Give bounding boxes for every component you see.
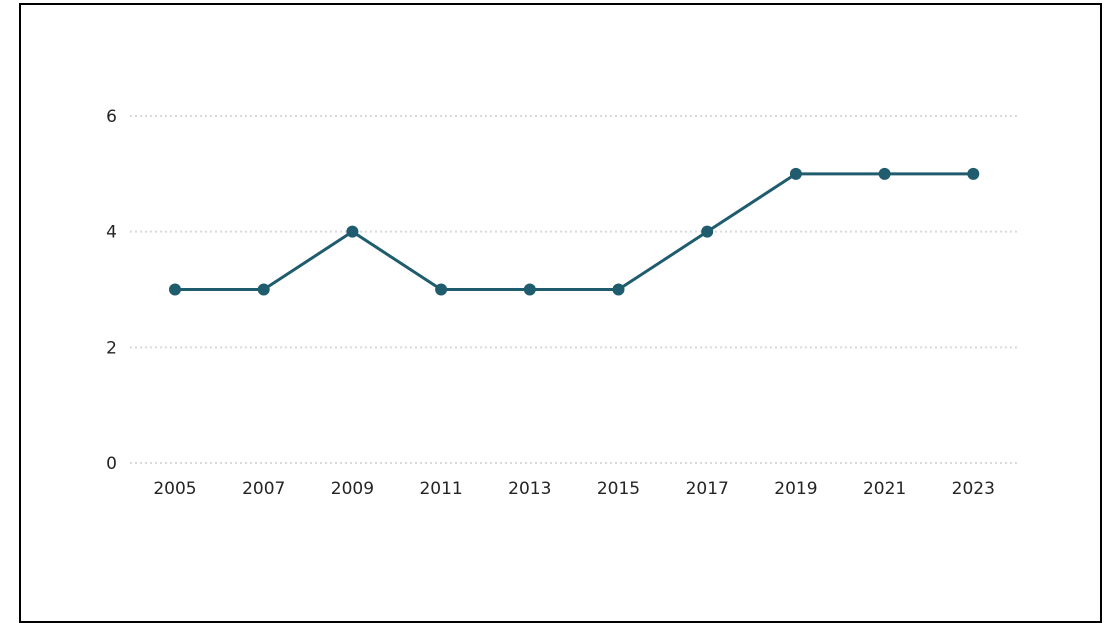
y-tick-label: 0	[106, 454, 117, 474]
x-tick-label: 2021	[863, 479, 906, 499]
data-point[interactable]	[789, 167, 802, 180]
data-point[interactable]	[701, 225, 714, 238]
data-point[interactable]	[523, 283, 536, 296]
series-layer	[169, 167, 980, 296]
data-point[interactable]	[257, 283, 270, 296]
data-point[interactable]	[878, 167, 891, 180]
y-axis-ticks: 0 2 4 6	[106, 107, 117, 474]
data-point[interactable]	[967, 167, 980, 180]
x-axis-ticks: 2005 2007 2009 2011 2013 2015 2017 2019 2021 2023	[153, 479, 995, 499]
y-tick-label: 4	[106, 223, 117, 243]
data-point[interactable]	[346, 225, 359, 238]
x-tick-label: 2005	[153, 479, 196, 499]
y-tick-label: 2	[106, 338, 117, 358]
x-tick-label: 2011	[419, 479, 462, 499]
y-tick-label: 6	[106, 107, 117, 127]
x-tick-label: 2019	[774, 479, 817, 499]
x-tick-label: 2013	[508, 479, 551, 499]
x-tick-label: 2007	[242, 479, 285, 499]
chart-frame	[19, 3, 1102, 623]
data-point[interactable]	[435, 283, 448, 296]
x-tick-label: 2017	[686, 479, 729, 499]
data-point[interactable]	[612, 283, 625, 296]
x-tick-label: 2015	[597, 479, 640, 499]
series-line	[175, 172, 974, 291]
x-tick-label: 2009	[331, 479, 374, 499]
gridlines	[130, 115, 1018, 464]
x-tick-label: 2023	[952, 479, 995, 499]
data-point[interactable]	[169, 283, 181, 296]
